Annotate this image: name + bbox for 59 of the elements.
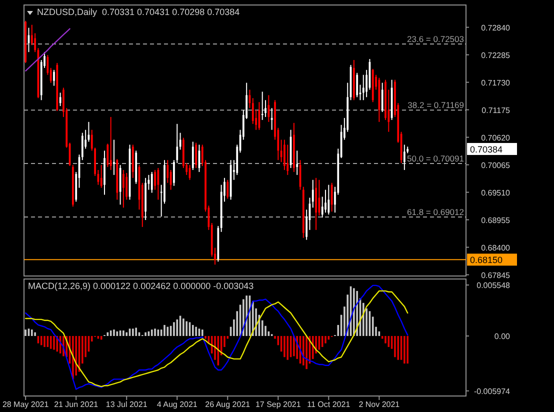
candlestick [268,94,270,122]
x-tick-label: 21 Jun 2021 [54,400,99,409]
candlestick [286,144,289,176]
ref-line-label: 0.68150 [470,255,503,266]
y-tick-label: 0.68955 [481,216,511,225]
candlestick [362,74,364,101]
candlestick [170,169,172,190]
candlestick [318,179,320,216]
y-tick-label: 0.005548 [476,280,511,290]
candlestick [59,92,62,107]
ref-line-label: 38.2 = 0.71169 [408,100,464,110]
x-tick-label: 4 Aug 2021 [156,400,198,409]
candlestick [280,139,282,163]
candlestick [356,72,358,98]
candlestick [166,160,169,184]
y-tick-label: 0.70620 [481,133,511,142]
y-tick-label: 0.70065 [481,160,511,170]
y-tick-label: -0.005974 [474,386,511,396]
ref-line-label: 50.0 = 0.70091 [407,153,464,164]
candlestick [113,139,115,176]
candlestick [296,150,298,176]
candlestick [53,69,55,86]
ref-line-label: 23.6 = 0.72503 [407,34,464,44]
x-tick-label: 13 Jul 2021 [106,400,148,409]
y-tick-label: 0.72285 [481,50,511,60]
candlestick [261,91,264,120]
candlestick [106,143,109,168]
candlestick [381,82,384,113]
candlestick [157,167,160,200]
chart-title: MACD(12,26,9) 0.000122 0.002462 0.000000 -0.003043 [28,281,254,291]
y-tick-label: 0.71730 [481,78,511,88]
y-tick-label: 0.68400 [481,243,511,252]
candlestick [192,141,194,170]
candlestick [330,182,333,212]
y-tick-label: 0.71175 [482,106,511,115]
y-tick-label: 0.00 [494,332,511,341]
ref-line-label: 61.8 = 0.69012 [407,206,464,217]
y-tick-label: 0.67845 [481,270,511,280]
x-tick-label: 28 May 2021 [2,400,50,409]
candlestick [100,164,102,188]
y-tick-label: 0.72840 [481,23,511,32]
candlestick [150,171,153,194]
candlestick [195,142,198,168]
candlestick [110,116,112,170]
candlestick [226,179,229,200]
candlestick [312,179,314,208]
line-series [24,28,70,72]
x-tick-label: 2 Nov 2021 [358,400,400,409]
y-tick-label: 0.69510 [481,188,511,198]
text: 0.70384 [470,144,503,154]
candlestick [122,169,124,208]
chart-title: NZDUSD,Daily 0.70331 0.70431 0.70298 0.70384 [37,7,240,17]
candlestick [324,189,326,214]
candlestick [403,144,406,170]
candlestick [328,184,330,216]
x-tick-label: 17 Sep 2021 [255,400,302,409]
x-tick-label: 11 Oct 2021 [307,400,351,409]
candlestick [270,108,273,130]
x-tick-label: 26 Aug 2021 [205,400,251,409]
